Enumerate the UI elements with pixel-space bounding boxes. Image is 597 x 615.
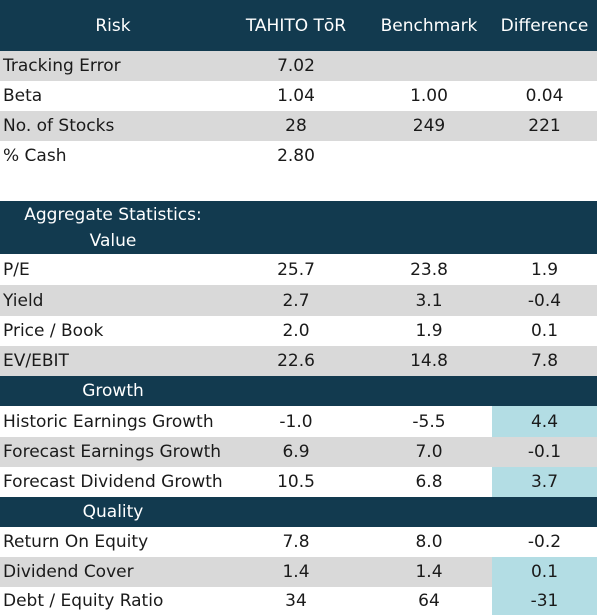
fund-value: 1.04: [277, 86, 315, 106]
table-row: Tracking Error 7.02: [0, 51, 597, 81]
benchmark-value: 6.8: [415, 472, 443, 492]
benchmark-value: 1.00: [410, 86, 448, 106]
fund-value: 2.80: [277, 146, 315, 166]
benchmark-value: -5.5: [412, 411, 446, 432]
benchmark-value: 1.9: [415, 321, 443, 341]
row-label: EV/EBIT: [3, 351, 69, 371]
row-label: Dividend Cover: [3, 562, 134, 582]
benchmark-value: 3.1: [415, 290, 443, 311]
benchmark-value: [366, 51, 492, 81]
table-row: No. of Stocks 28 249 221: [0, 111, 597, 141]
row-label: Tracking Error: [3, 56, 121, 76]
difference-value: -0.1: [527, 442, 562, 462]
row-label: Forecast Earnings Growth: [3, 442, 222, 462]
difference-value: 0.1: [530, 321, 559, 341]
fund-value: 10.5: [277, 472, 315, 492]
section-header-growth: Growth: [0, 376, 597, 406]
fund-value: 22.6: [277, 351, 315, 371]
fund-value: -1.0: [279, 411, 313, 432]
table-row: Debt / Equity Ratio 34 64 -31: [0, 587, 597, 615]
table-row: Forecast Dividend Growth 10.5 6.8 3.7: [0, 467, 597, 497]
table-header: Risk TAHITO TōR Benchmark Difference: [0, 0, 597, 51]
header-benchmark: Benchmark: [380, 15, 478, 36]
benchmark-value: [366, 141, 492, 171]
difference-value: [492, 141, 597, 171]
benchmark-value: 14.8: [410, 351, 448, 371]
difference-value: [492, 51, 597, 81]
table-row: Return On Equity 7.8 8.0 -0.2: [0, 527, 597, 557]
row-label: Return On Equity: [3, 532, 149, 552]
quality-title: Quality: [82, 502, 144, 522]
difference-value: -0.4: [527, 290, 562, 311]
row-label: Debt / Equity Ratio: [3, 591, 164, 611]
benchmark-value: 23.8: [410, 259, 448, 280]
benchmark-value: 8.0: [415, 532, 443, 552]
fund-value: 25.7: [277, 259, 315, 280]
header-difference: Difference: [500, 15, 589, 36]
section-header-quality: Quality: [0, 497, 597, 527]
fund-value: 7.02: [277, 56, 315, 76]
fund-value: 6.9: [282, 442, 310, 462]
header-fund: TAHITO TōR: [245, 15, 347, 36]
benchmark-value: 249: [412, 116, 446, 136]
fund-value: 2.0: [282, 321, 310, 341]
difference-value-highlighted: 4.4: [492, 406, 597, 437]
table-row: Price / Book 2.0 1.9 0.1: [0, 316, 597, 346]
difference-value: 0.04: [525, 86, 564, 106]
aggregate-title-line1: Aggregate Statistics:: [24, 205, 202, 225]
row-label: % Cash: [3, 146, 67, 166]
growth-title: Growth: [82, 381, 144, 401]
table-row: Forecast Earnings Growth 6.9 7.0 -0.1: [0, 437, 597, 467]
row-label: Forecast Dividend Growth: [3, 472, 223, 492]
aggregate-title-line2: Value: [89, 231, 137, 251]
difference-value-highlighted: -31: [492, 587, 597, 615]
table-row: Historic Earnings Growth -1.0 -5.5 4.4: [0, 406, 597, 437]
table-row: Yield 2.7 3.1 -0.4: [0, 285, 597, 316]
benchmark-value: 1.4: [415, 562, 443, 582]
row-label: No. of Stocks: [3, 116, 115, 136]
section-header-aggregate: Aggregate Statistics: Value: [0, 201, 597, 254]
fund-value: 34: [285, 591, 307, 611]
table-row: Beta 1.04 1.00 0.04: [0, 81, 597, 111]
table-row: Dividend Cover 1.4 1.4 0.1: [0, 557, 597, 587]
difference-value-highlighted: 3.7: [492, 467, 597, 497]
fund-value: 2.7: [282, 290, 310, 311]
table-row: % Cash 2.80: [0, 141, 597, 171]
row-label: Price / Book: [3, 321, 104, 341]
difference-value: 7.8: [530, 351, 559, 371]
row-label: Beta: [3, 86, 43, 106]
row-label: Yield: [3, 290, 44, 311]
difference-value: 221: [528, 116, 561, 136]
benchmark-value: 64: [418, 591, 440, 611]
fund-value: 1.4: [282, 562, 310, 582]
difference-value: -0.2: [527, 532, 562, 552]
difference-value: 1.9: [530, 259, 559, 280]
table-row: P/E 25.7 23.8 1.9: [0, 254, 597, 285]
difference-value-highlighted: 0.1: [492, 557, 597, 587]
fund-value: 7.8: [282, 532, 310, 552]
header-risk: Risk: [95, 15, 131, 36]
table-row: EV/EBIT 22.6 14.8 7.8: [0, 346, 597, 376]
row-label: Historic Earnings Growth: [3, 411, 214, 432]
fund-value: 28: [285, 116, 307, 136]
benchmark-value: 7.0: [415, 442, 443, 462]
row-label: P/E: [3, 259, 30, 280]
